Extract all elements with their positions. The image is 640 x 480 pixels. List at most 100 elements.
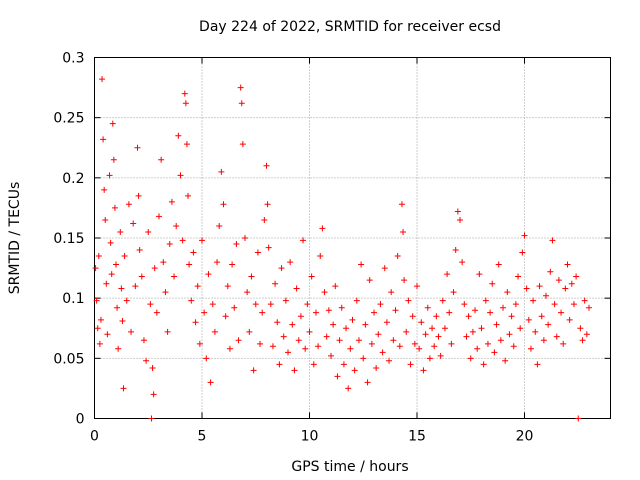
data-point [310, 361, 317, 368]
data-series [92, 76, 592, 422]
data-point [446, 309, 453, 316]
data-point [562, 285, 569, 292]
data-point [429, 325, 436, 332]
data-point [220, 201, 227, 208]
data-point [500, 304, 506, 311]
data-point [272, 280, 279, 287]
data-point [300, 237, 307, 244]
data-point [109, 120, 116, 127]
data-point [134, 144, 141, 151]
data-point [368, 340, 375, 347]
y-tick-label: 0.25 [53, 111, 84, 127]
data-point [117, 228, 124, 235]
data-point [519, 249, 526, 256]
data-point [431, 343, 438, 350]
data-point [293, 285, 300, 292]
data-point [254, 249, 261, 256]
data-point [107, 239, 114, 246]
data-point [317, 253, 324, 260]
data-point [364, 379, 371, 386]
data-point [287, 259, 294, 266]
data-point [551, 301, 558, 308]
data-point [414, 283, 420, 290]
data-point [527, 345, 534, 352]
data-point [375, 331, 382, 338]
data-point [130, 220, 137, 227]
data-point [276, 361, 283, 368]
data-point [478, 325, 485, 332]
data-point [338, 304, 345, 311]
data-point [444, 271, 451, 278]
data-point [110, 156, 117, 163]
data-point [274, 319, 281, 326]
data-point [224, 283, 231, 290]
data-point [229, 261, 236, 268]
data-point [343, 325, 350, 332]
data-point [312, 309, 319, 316]
data-point [121, 253, 128, 260]
data-point [111, 204, 118, 211]
data-point [435, 333, 442, 340]
data-point [323, 333, 330, 340]
data-point [510, 343, 517, 350]
data-point [95, 253, 102, 260]
data-point [439, 297, 446, 304]
data-point [101, 186, 108, 193]
data-point [162, 289, 169, 296]
data-point [183, 141, 190, 148]
data-point [523, 285, 530, 292]
data-point [575, 415, 582, 422]
data-point [149, 364, 156, 371]
data-point [186, 261, 193, 268]
x-tick-label: 20 [516, 429, 534, 445]
data-point [143, 357, 150, 364]
data-point [231, 304, 238, 311]
data-point [160, 259, 167, 266]
data-point [113, 261, 119, 268]
data-point [381, 265, 388, 272]
data-point [103, 280, 110, 287]
data-point [502, 357, 509, 364]
data-point [181, 90, 188, 97]
grid-lines [94, 57, 611, 419]
data-point [125, 201, 132, 208]
data-point [259, 309, 266, 316]
data-point [362, 321, 369, 328]
data-point [237, 84, 244, 91]
data-point [238, 100, 245, 107]
data-point [489, 280, 496, 287]
data-point [383, 319, 390, 326]
data-point [555, 277, 562, 284]
data-point [158, 156, 165, 163]
data-point [336, 337, 343, 344]
data-point [97, 316, 104, 323]
data-point [248, 273, 255, 280]
data-point [396, 343, 403, 350]
y-tick-label: 0 [76, 412, 85, 428]
data-point [386, 357, 393, 364]
data-point [153, 309, 160, 316]
data-point [515, 273, 522, 280]
data-point [534, 361, 541, 368]
data-point [269, 343, 276, 350]
data-point [115, 345, 122, 352]
data-point [377, 301, 384, 308]
data-point [96, 340, 103, 347]
data-point [521, 232, 528, 239]
data-point [264, 201, 271, 208]
data-point [214, 259, 221, 266]
data-point [148, 415, 155, 422]
data-point [390, 337, 397, 344]
data-point [138, 273, 145, 280]
y-axis: 0 0.05 0.1 0.15 0.2 0.25 0.3 [53, 51, 611, 428]
data-point [295, 337, 302, 344]
data-point [457, 216, 463, 223]
data-point [349, 316, 356, 323]
data-point [205, 271, 212, 278]
data-point [233, 241, 240, 248]
data-point [398, 201, 405, 208]
y-axis-label: SRMTID / TECUs [7, 182, 23, 295]
data-point [207, 379, 214, 386]
data-point [536, 283, 543, 290]
